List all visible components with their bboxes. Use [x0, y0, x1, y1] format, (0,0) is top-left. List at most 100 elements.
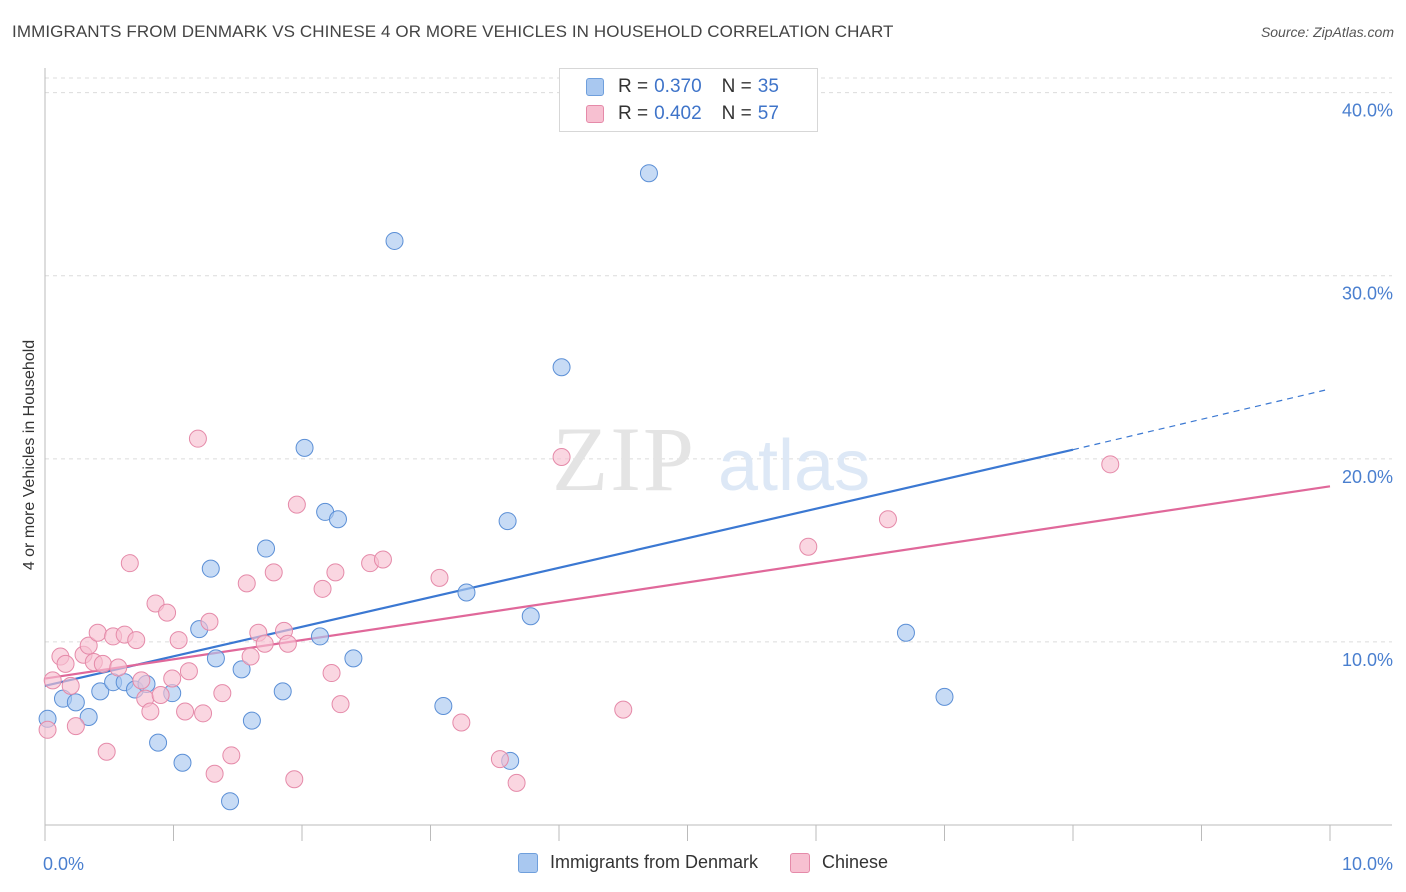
point-chinese	[552, 447, 571, 466]
point-chinese	[97, 742, 116, 761]
point-immigrants-from-denmark	[273, 682, 292, 701]
point-chinese	[43, 671, 62, 690]
point-immigrants-from-denmark	[173, 753, 192, 772]
point-immigrants-from-denmark	[295, 438, 314, 457]
legend-r-label: R =	[618, 103, 649, 124]
y-tick-label: 30.0%	[1342, 284, 1393, 304]
trendline-extension	[1072, 388, 1329, 451]
point-chinese	[237, 574, 256, 593]
point-chinese	[163, 669, 182, 688]
point-immigrants-from-denmark	[328, 510, 347, 529]
point-chinese	[264, 563, 283, 582]
point-immigrants-from-denmark	[385, 231, 404, 250]
point-chinese	[151, 686, 170, 705]
watermark-zip: ZIP	[552, 408, 696, 510]
point-chinese	[222, 746, 241, 765]
y-tick-label: 10.0%	[1342, 650, 1393, 670]
point-immigrants-from-denmark	[232, 660, 251, 679]
point-immigrants-from-denmark	[457, 583, 476, 602]
legend-item-chinese[interactable]: Chinese	[790, 852, 888, 873]
legend-n-label: N =	[721, 103, 752, 124]
point-chinese	[490, 750, 509, 769]
y-tick-label: 40.0%	[1342, 101, 1393, 121]
point-chinese	[79, 636, 98, 655]
point-immigrants-from-denmark	[221, 792, 240, 811]
tick-labels: 10.0% 20.0% 30.0% 40.0% 0.0% 10.0%	[43, 101, 1393, 874]
point-chinese	[331, 695, 350, 714]
legend-n-label: N =	[721, 76, 752, 97]
point-chinese	[287, 495, 306, 514]
x-tick-label: 10.0%	[1342, 854, 1393, 874]
point-chinese	[452, 713, 471, 732]
point-chinese	[38, 720, 57, 739]
point-immigrants-from-denmark	[935, 687, 954, 706]
point-chinese	[213, 684, 232, 703]
legend-n-value: 57	[757, 103, 779, 124]
point-chinese	[179, 662, 198, 681]
x-tick-label: 0.0%	[43, 854, 84, 874]
point-chinese	[430, 568, 449, 587]
point-chinese	[1101, 455, 1120, 474]
legend-r-label: R =	[618, 76, 649, 97]
axes	[44, 68, 1392, 841]
point-chinese	[285, 770, 304, 789]
point-chinese	[88, 623, 107, 642]
point-chinese	[188, 429, 207, 448]
point-chinese	[158, 603, 177, 622]
point-chinese	[66, 717, 85, 736]
point-chinese	[241, 647, 260, 666]
point-chinese	[61, 676, 80, 695]
point-chinese	[507, 773, 526, 792]
point-immigrants-from-denmark	[242, 711, 261, 730]
point-chinese	[194, 704, 213, 723]
point-chinese	[878, 510, 897, 529]
point-chinese	[169, 631, 188, 650]
point-chinese	[799, 537, 818, 556]
y-tick-label: 20.0%	[1342, 467, 1393, 487]
legend-swatch-denmark	[586, 78, 604, 96]
point-immigrants-from-denmark	[498, 512, 517, 531]
point-immigrants-from-denmark	[521, 607, 540, 626]
legend-label-chinese: Chinese	[822, 852, 889, 872]
point-chinese	[326, 563, 345, 582]
point-immigrants-from-denmark	[434, 696, 453, 715]
point-immigrants-from-denmark	[91, 682, 110, 701]
legend-n-value: 35	[757, 76, 779, 97]
trendline	[44, 448, 1074, 687]
point-chinese	[322, 664, 341, 683]
point-chinese	[278, 634, 297, 653]
legend-item-denmark[interactable]: Immigrants from Denmark	[517, 852, 758, 873]
point-chinese	[255, 634, 274, 653]
legend-row-denmark: R = 0.370 N = 35	[586, 75, 779, 99]
legend-r-value: 0.370	[654, 76, 702, 97]
point-immigrants-from-denmark	[79, 707, 98, 726]
series-legend: Immigrants from Denmark Chinese	[0, 852, 1406, 873]
point-chinese	[93, 654, 112, 673]
grid-lines	[45, 77, 1392, 643]
point-immigrants-from-denmark	[149, 733, 168, 752]
point-chinese	[120, 554, 139, 573]
point-chinese	[373, 550, 392, 569]
source-label: Source: ZipAtlas.com	[1260, 24, 1394, 40]
trendline	[44, 485, 1331, 680]
point-chinese	[205, 764, 224, 783]
point-chinese	[109, 658, 128, 677]
correlation-legend: R = 0.370 N = 35 R = 0.402 N = 57	[559, 68, 818, 132]
legend-swatch-denmark	[517, 852, 538, 873]
legend-label-denmark: Immigrants from Denmark	[549, 852, 758, 872]
point-immigrants-from-denmark	[257, 539, 276, 558]
legend-swatch-chinese	[586, 105, 604, 123]
point-chinese	[313, 579, 332, 598]
point-immigrants-from-denmark	[206, 649, 225, 668]
point-immigrants-from-denmark	[344, 649, 363, 668]
point-immigrants-from-denmark	[310, 627, 329, 646]
point-immigrants-from-denmark	[639, 164, 658, 183]
point-chinese	[56, 654, 75, 673]
watermark: ZIP atlas	[552, 408, 870, 510]
point-immigrants-from-denmark	[201, 559, 220, 578]
point-chinese	[176, 702, 195, 721]
chart-title: IMMIGRANTS FROM DENMARK VS CHINESE 4 OR …	[12, 22, 894, 41]
data-points	[38, 164, 1120, 811]
point-chinese	[127, 631, 146, 650]
